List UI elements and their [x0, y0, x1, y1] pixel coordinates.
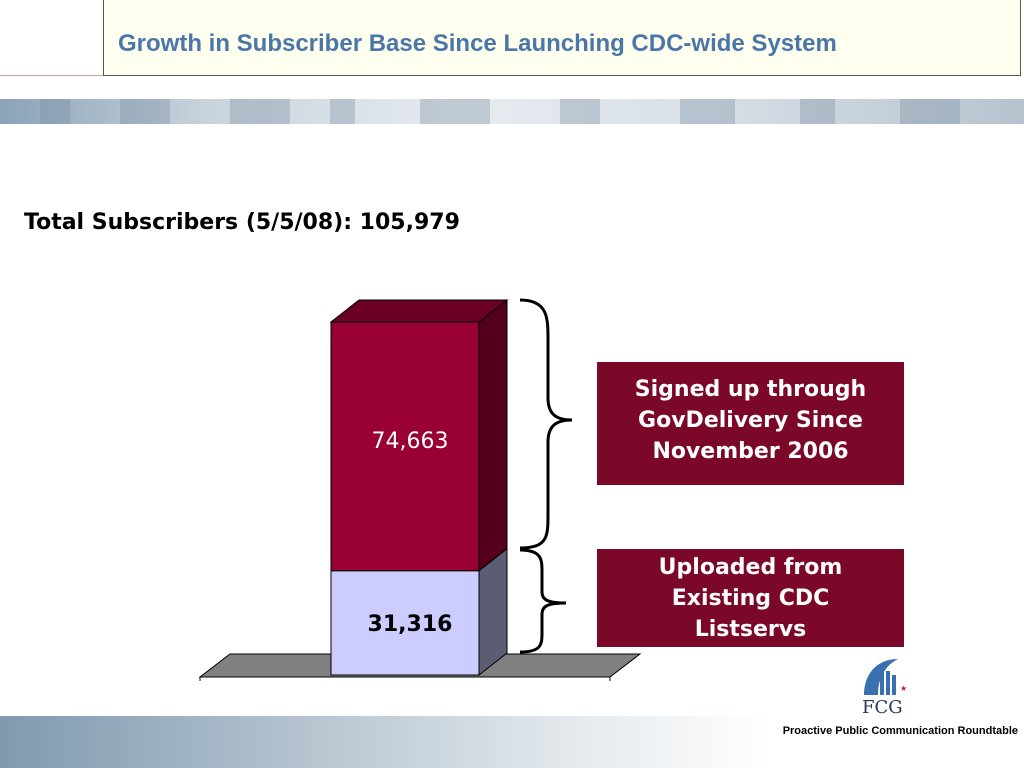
callout-bottom-line-2: Existing CDC [671, 586, 830, 611]
brace-bottom [519, 548, 567, 654]
title-box [103, 0, 1021, 76]
callout-bottom-line-3: Listservs [694, 617, 807, 642]
footer-text: Proactive Public Communication Roundtabl… [782, 725, 1018, 737]
slide-title: Growth in Subscriber Base Since Launchin… [118, 30, 837, 57]
header-rule [0, 75, 103, 76]
footer-band [0, 716, 1024, 768]
city-banner [0, 99, 1024, 124]
svg-text:★: ★ [900, 684, 907, 693]
callout-top-line-1: Signed up through [634, 377, 867, 402]
callout-govdelivery: Signed up through GovDelivery Since Nove… [597, 362, 904, 485]
fcg-logo-icon: ★ [864, 659, 907, 695]
bar-value-label-2: 74,663 [372, 429, 449, 454]
bar-segment-2-top [329, 299, 509, 323]
callout-bottom-line-1: Uploaded from [658, 555, 843, 580]
bar-value-label-1: 31,316 [368, 612, 453, 637]
brace-top [519, 298, 573, 550]
total-subscribers-heading: Total Subscribers (5/5/08): 105,979 [24, 210, 460, 235]
fcg-logo-text: FCG [862, 697, 903, 718]
callout-listservs: Uploaded from Existing CDC Listservs [597, 549, 904, 647]
callout-top-line-2: GovDelivery Since [638, 408, 863, 433]
callout-top-line-3: November 2006 [652, 439, 849, 464]
bar-segment-2-side [478, 298, 508, 572]
